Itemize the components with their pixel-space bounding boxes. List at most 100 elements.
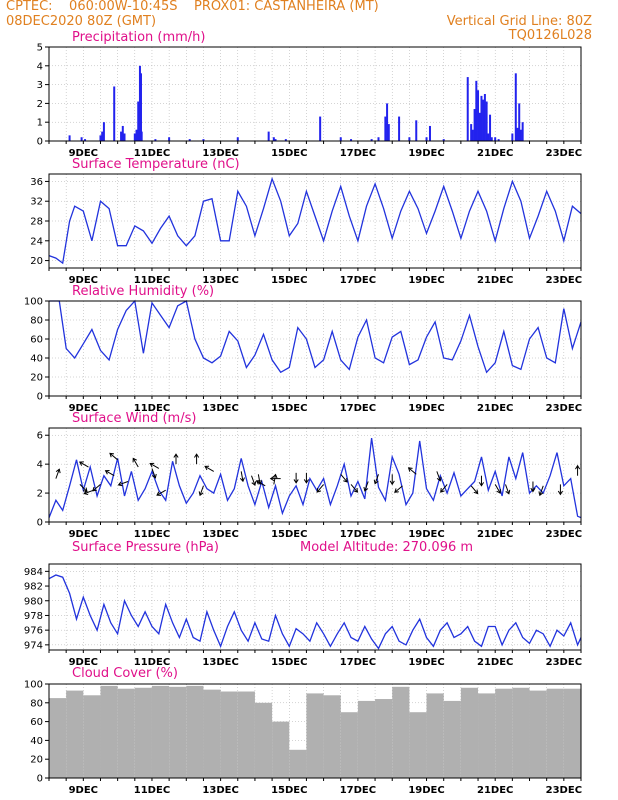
panel4-ytick-label: 0 bbox=[37, 518, 43, 529]
panel1-bar bbox=[188, 139, 191, 141]
wind-arrow-head bbox=[109, 452, 115, 458]
panel5-frame bbox=[48, 563, 582, 651]
wind-arrow-head bbox=[251, 481, 257, 486]
panel1-bar bbox=[477, 90, 480, 141]
panel1-bar bbox=[466, 77, 469, 141]
panel3-xtick-label: 15DEC bbox=[271, 403, 307, 414]
panel2-xtick-label: 13DEC bbox=[202, 275, 238, 286]
wind-arrow bbox=[199, 485, 204, 496]
panel1-bar bbox=[80, 137, 83, 141]
panel6-bar bbox=[426, 693, 444, 778]
panel6-bar bbox=[100, 685, 118, 778]
panel3-ytick-label: 60 bbox=[30, 335, 43, 346]
panel1-bar bbox=[138, 65, 141, 141]
panel6-bar bbox=[563, 688, 581, 778]
panel2-ytick-label: 24 bbox=[30, 236, 43, 247]
panel1-bar bbox=[135, 129, 138, 141]
panel1-bar bbox=[471, 129, 474, 141]
panel5-ytick-label: 984 bbox=[24, 567, 43, 578]
wind-arrow-head bbox=[293, 479, 299, 484]
wind-arrow-head bbox=[269, 476, 275, 482]
panel1-bar bbox=[68, 135, 71, 141]
panel5-annotation: Model Altitude: 270.096 m bbox=[300, 540, 473, 555]
header-run-date: 08DEC2020 80Z (GMT) bbox=[6, 14, 157, 29]
panel1-ytick-label: 3 bbox=[37, 80, 43, 91]
panel1-bar bbox=[473, 109, 476, 141]
wind-arrow-head bbox=[473, 489, 479, 495]
wind-arrow-head bbox=[316, 488, 322, 493]
panel1-bar bbox=[514, 73, 517, 141]
wind-arrow-head bbox=[83, 490, 89, 495]
panel2-ytick-label: 36 bbox=[30, 177, 43, 188]
panel3-frame bbox=[48, 300, 582, 397]
wind-arrow-head bbox=[505, 489, 511, 495]
panel6-ytick-label: 40 bbox=[30, 736, 43, 747]
panel1-ytick-label: 2 bbox=[37, 99, 43, 110]
panel3-xtick-label: 11DEC bbox=[134, 403, 170, 414]
wind-arrow bbox=[505, 484, 510, 494]
panel5-xtick-label: 11DEC bbox=[134, 657, 170, 668]
panel1-bar bbox=[137, 101, 140, 141]
wind-arrow-head bbox=[557, 490, 563, 496]
wind-arrow-head bbox=[353, 488, 359, 493]
panel4-ytick-label: 4 bbox=[37, 460, 43, 471]
panel1-bar bbox=[339, 137, 342, 141]
panel5-series-line bbox=[48, 574, 582, 650]
panel1-xtick-label: 11DEC bbox=[134, 148, 170, 159]
wind-arrow-head bbox=[92, 486, 97, 492]
panel1-bar bbox=[274, 139, 277, 141]
wind-arrow-head bbox=[363, 486, 369, 492]
panel5-xtick-label: 19DEC bbox=[408, 657, 444, 668]
panel1-bar bbox=[350, 139, 353, 141]
panel1-bar bbox=[490, 137, 493, 141]
panel6-xtick-label: 11DEC bbox=[134, 785, 170, 796]
panel6-bar bbox=[237, 691, 255, 778]
panel5-xtick-label: 17DEC bbox=[340, 657, 376, 668]
panel5-xtick-label: 13DEC bbox=[202, 657, 238, 668]
panel3-xtick-label: 19DEC bbox=[408, 403, 444, 414]
panel1-bar bbox=[319, 116, 322, 141]
wind-arrow-head bbox=[104, 470, 110, 475]
panel6-bar bbox=[478, 693, 496, 778]
panel1-bar bbox=[133, 133, 136, 141]
panel3-title: Relative Humidity (%) bbox=[72, 284, 214, 299]
wind-arrow-head bbox=[132, 457, 138, 463]
panel6-bar bbox=[306, 693, 324, 778]
wind-arrow bbox=[240, 471, 244, 482]
wind-arrow bbox=[408, 467, 417, 475]
wind-arrow-head bbox=[204, 465, 210, 471]
panel1-bar bbox=[154, 139, 157, 141]
panel1-bar bbox=[518, 103, 521, 141]
panel3-ytick-label: 40 bbox=[30, 354, 43, 365]
panel6-bar bbox=[49, 698, 67, 778]
panel1-bar bbox=[428, 125, 431, 141]
panel2-ytick-label: 20 bbox=[30, 256, 43, 267]
wind-arrow bbox=[539, 485, 544, 496]
wind-arrow bbox=[132, 458, 139, 468]
panel6-bar bbox=[186, 685, 204, 778]
wind-arrow-head bbox=[117, 481, 123, 487]
panel1-bar bbox=[415, 120, 418, 141]
panel5-xtick-label: 9DEC bbox=[69, 657, 98, 668]
panel4-ytick-label: 6 bbox=[37, 431, 43, 442]
panel1-bar bbox=[470, 124, 473, 141]
panel6-bar bbox=[443, 700, 461, 778]
panel5-ytick-label: 980 bbox=[24, 596, 43, 607]
panel1-bar bbox=[121, 125, 124, 141]
wind-arrow-head bbox=[151, 473, 157, 479]
panel1-bar bbox=[202, 139, 205, 141]
panel6-title: Cloud Cover (%) bbox=[72, 666, 178, 681]
wind-arrow-head bbox=[198, 491, 204, 497]
panel2-series-line bbox=[48, 176, 582, 265]
panel6-bar bbox=[169, 686, 187, 778]
panel1-bar bbox=[99, 135, 102, 141]
panel1-bar bbox=[511, 133, 514, 141]
panel1-bar bbox=[123, 133, 126, 141]
panel2-xtick-label: 17DEC bbox=[340, 275, 376, 286]
wind-arrow bbox=[156, 489, 166, 496]
panel4-title: Surface Wind (m/s) bbox=[72, 411, 196, 426]
panel6-xtick-label: 23DEC bbox=[546, 785, 582, 796]
panel5-xtick-label: 21DEC bbox=[477, 657, 513, 668]
header-model-id: TQ0126L028 bbox=[508, 28, 592, 43]
